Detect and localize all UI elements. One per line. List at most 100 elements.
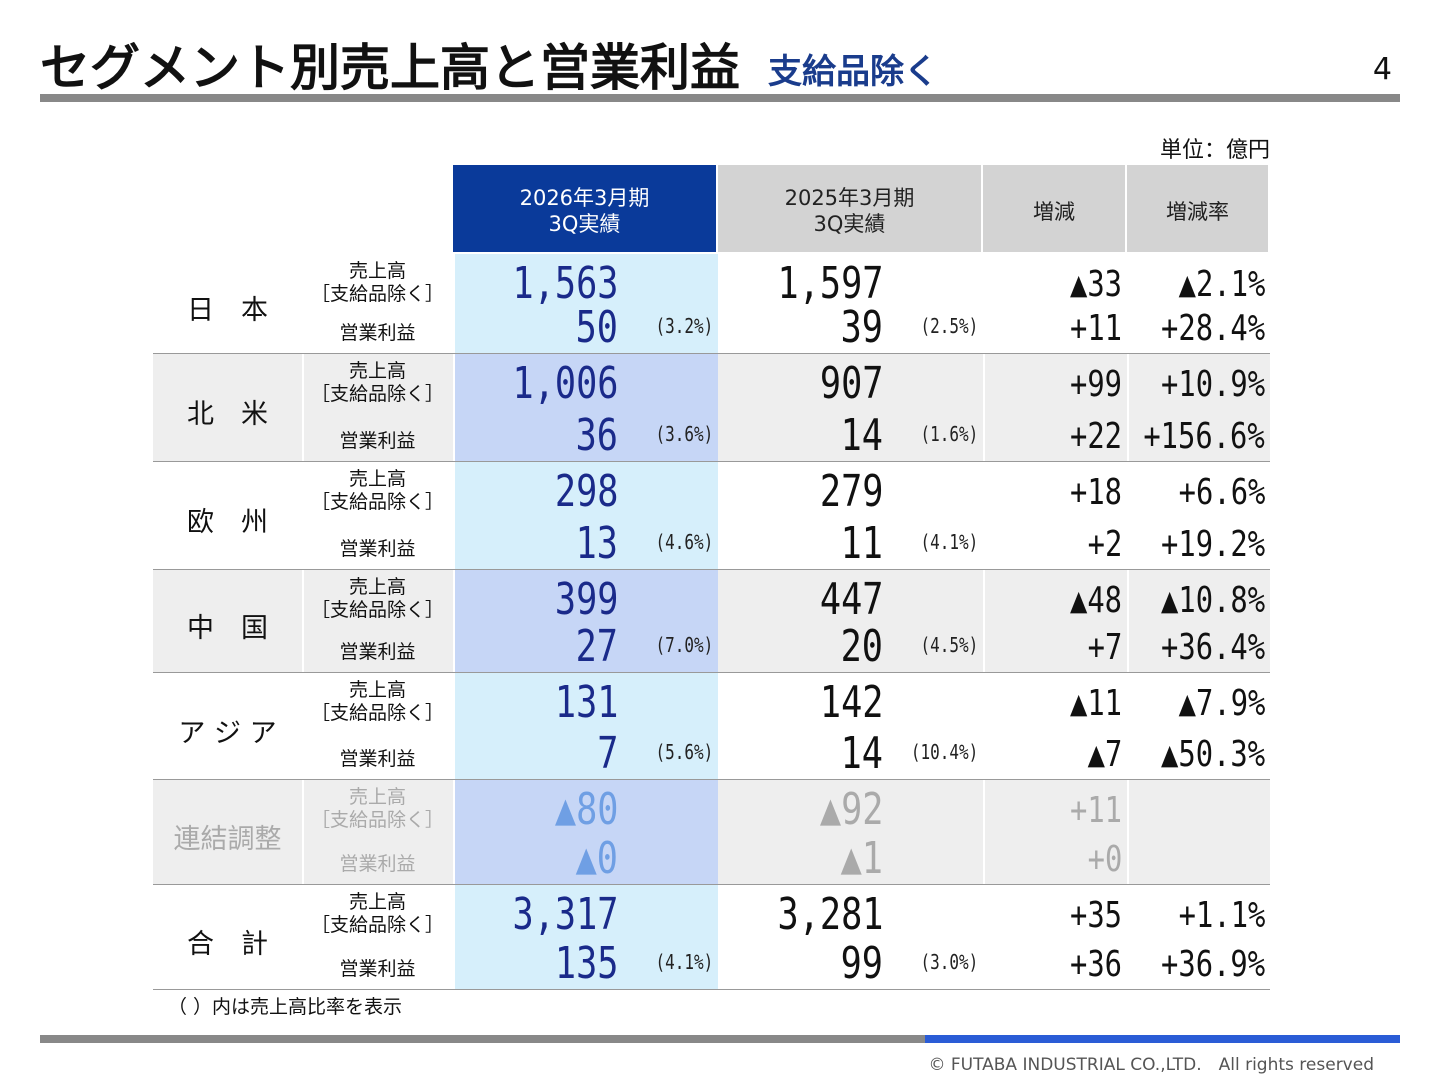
cell-divider (983, 462, 985, 569)
value: ▲33 (1069, 264, 1122, 305)
row-label: 営業利益 (339, 748, 416, 770)
value: ▲0 (575, 833, 618, 884)
cell-divider (1127, 673, 1129, 779)
value: 1,597 (777, 258, 883, 309)
value: 99 (840, 938, 883, 989)
ratio: (5.6%) (655, 740, 713, 764)
value: ▲10.8% (1160, 580, 1265, 621)
row-label: 営業利益 (339, 430, 416, 452)
row-label: 営業利益 (339, 322, 416, 344)
value: 13 (575, 518, 618, 569)
value: 298 (554, 466, 618, 517)
row-label: ［支給品除く］ (310, 283, 444, 305)
copyright: © FUTABA INDUSTRIAL CO.,LTD. All rights … (928, 1055, 1374, 1075)
value: +35 (1069, 895, 1122, 936)
value: 20 (840, 621, 883, 672)
value: 36 (575, 410, 618, 461)
value: ▲7 (1087, 734, 1122, 775)
value: +1.1% (1178, 895, 1265, 936)
ratio: (3.0%) (920, 950, 978, 974)
footer-rule-accent (925, 1035, 1400, 1043)
row-label: ［支給品除く］ (310, 914, 444, 936)
row-highlight (453, 354, 718, 461)
cell-divider (302, 673, 304, 779)
value: 3,281 (777, 889, 883, 940)
value: +7 (1087, 627, 1122, 668)
value: +36 (1069, 944, 1122, 985)
row-highlight (453, 570, 718, 672)
ratio: (4.6%) (655, 530, 713, 554)
cell-divider (1127, 780, 1129, 884)
row-line (153, 569, 1270, 570)
cell-divider (302, 354, 304, 461)
ratio: (10.4%) (910, 740, 978, 764)
unit: 単位：億円 (1159, 138, 1270, 163)
cell-divider (1127, 885, 1129, 989)
value: 50 (575, 302, 618, 353)
row-label: ［支給品除く］ (310, 702, 444, 724)
cell-divider (302, 780, 304, 884)
cell-divider (453, 780, 455, 884)
value: +2 (1087, 524, 1122, 565)
header-cell (453, 165, 716, 252)
page-number: 4 (1372, 52, 1392, 87)
ratio: (4.1%) (655, 950, 713, 974)
segment: 合 計 (187, 928, 268, 960)
cell-divider (983, 885, 985, 989)
value: ▲11 (1069, 683, 1122, 724)
row-highlight (453, 462, 718, 569)
row-line (153, 353, 1270, 354)
row-label: ［支給品除く］ (310, 809, 444, 831)
header-cell (1127, 165, 1268, 252)
value: +22 (1069, 416, 1122, 457)
cell-divider (453, 570, 455, 672)
cell-divider (453, 673, 455, 779)
value: +18 (1069, 472, 1122, 513)
value: +11 (1069, 308, 1122, 349)
value: +28.4% (1160, 308, 1265, 349)
cell-divider (1127, 570, 1129, 672)
row-line (153, 884, 1270, 885)
cell-divider (302, 254, 304, 353)
row-line (153, 672, 1270, 673)
segment: 中 国 (187, 612, 268, 644)
value: 27 (575, 621, 618, 672)
cell-divider (453, 885, 455, 989)
row-label: 売上高 (348, 468, 406, 490)
value: 279 (819, 466, 883, 517)
cell-divider (453, 462, 455, 569)
value: 7 (596, 728, 618, 779)
header-text: 増減 (1033, 200, 1075, 224)
value: +10.9% (1160, 364, 1265, 405)
cell-divider (1127, 354, 1129, 461)
rule (40, 94, 1400, 102)
row-highlight (453, 885, 718, 989)
value: +36.4% (1160, 627, 1265, 668)
cell-divider (453, 354, 455, 461)
value: +36.9% (1160, 944, 1265, 985)
value: 907 (819, 358, 883, 409)
value: 1,563 (512, 258, 618, 309)
header-text: 2025年3月期 (784, 186, 915, 210)
segment: ア ジ ア (178, 717, 277, 749)
value: 14 (840, 728, 883, 779)
ratio: (4.5%) (920, 633, 978, 657)
cell-divider (1127, 462, 1129, 569)
cell-divider (983, 780, 985, 884)
value: ▲7.9% (1178, 683, 1265, 724)
value: 135 (554, 938, 618, 989)
row-highlight (453, 673, 718, 779)
cell-divider (302, 885, 304, 989)
value: +19.2% (1160, 524, 1265, 565)
segment: 北 米 (187, 399, 268, 430)
cell-divider (983, 673, 985, 779)
header-text: 3Q実績 (548, 212, 621, 236)
row-label: 売上高 (348, 786, 406, 808)
row-label: 売上高 (348, 679, 406, 701)
cell-divider (983, 254, 985, 353)
header-text: 2026年3月期 (519, 186, 650, 210)
value: ▲2.1% (1178, 264, 1265, 305)
segment: 欧 州 (187, 507, 268, 538)
header-cell (718, 165, 981, 252)
value: 399 (554, 574, 618, 625)
